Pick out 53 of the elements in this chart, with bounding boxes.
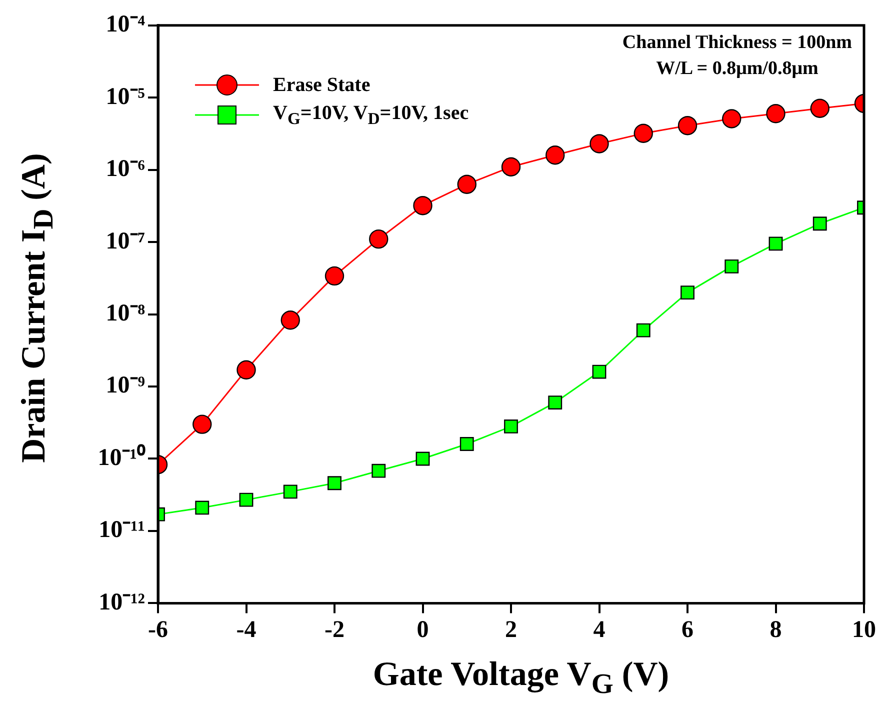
point [768, 236, 783, 251]
point [634, 124, 653, 143]
point [280, 310, 300, 330]
x-tick-label: -4 [236, 616, 256, 643]
y-tick-label: 10⁻⁶ [106, 156, 145, 182]
x-tick-label: 8 [770, 616, 782, 643]
point [766, 104, 786, 124]
point [372, 464, 386, 478]
x-tick-label: 4 [593, 616, 606, 643]
y-tick-label: 10⁻⁷ [106, 228, 145, 254]
y-tick-label: 10⁻⁹ [106, 372, 145, 399]
point [592, 364, 606, 379]
y-tick-label: 10⁻⁵ [106, 84, 145, 110]
point [195, 500, 210, 515]
point [546, 146, 565, 165]
x-tick-label: 2 [505, 616, 517, 643]
point [501, 157, 521, 176]
point [724, 259, 739, 274]
y-tick-label: 10⁻⁸ [106, 300, 145, 327]
point [236, 360, 256, 380]
point [504, 419, 518, 434]
y-tick-label: 10⁻⁴ [106, 12, 145, 38]
y-tick-label: 10⁻¹¹ [98, 517, 145, 544]
point [369, 229, 388, 249]
point [457, 174, 476, 194]
point [810, 98, 830, 118]
x-tick-label: 10 [852, 616, 876, 643]
point [548, 396, 562, 410]
y-tick-label: 10⁻¹² [98, 589, 145, 616]
x-tick-label: 6 [682, 616, 694, 643]
annotation: Channel Thickness = 100nm [622, 31, 852, 55]
legend-label: V$_{G}$=10V, V$_{D}$=10V, 1sec [273, 102, 469, 128]
point [636, 323, 650, 338]
point [192, 414, 212, 434]
point [460, 437, 474, 451]
point [678, 116, 698, 136]
point [239, 492, 254, 507]
point [283, 484, 298, 499]
point [328, 476, 342, 490]
point [590, 134, 609, 154]
annotation: W/L = 0.8μm/0.8μm [655, 57, 820, 81]
point [722, 109, 742, 128]
x-axis-title: Gate Voltage V$_{G}$ (V) [372, 656, 670, 701]
point [324, 266, 344, 286]
x-tick-label: -2 [324, 616, 344, 643]
point [416, 452, 430, 466]
point [680, 286, 694, 300]
legend-label: Erase State [273, 74, 370, 96]
y-tick-label: 10⁻¹⁰ [98, 444, 146, 471]
x-tick-label: 0 [416, 616, 429, 643]
point [413, 196, 432, 216]
x-tick-label: -6 [148, 616, 168, 643]
point [812, 216, 827, 231]
